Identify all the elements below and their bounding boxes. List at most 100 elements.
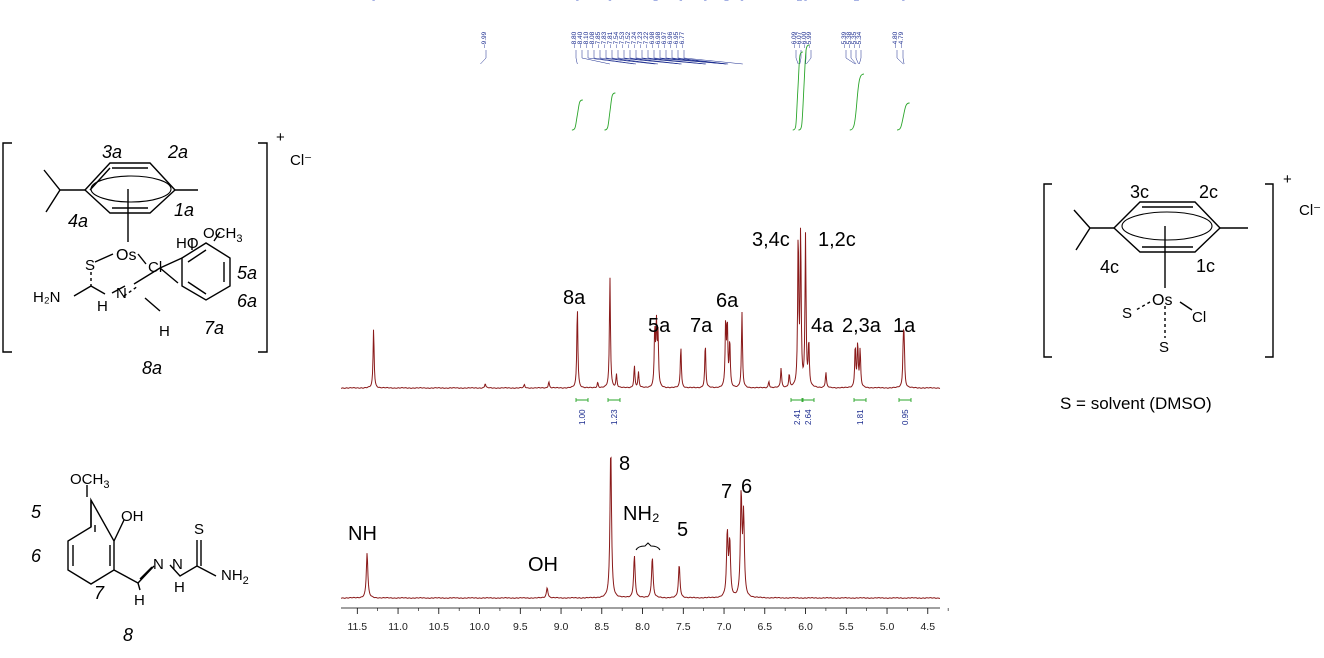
label-2-3a: 2,3a (842, 315, 882, 337)
x-tick-label: 11.5 (347, 621, 367, 633)
ring-label-5a: 5a (237, 263, 257, 283)
label-1-2c: 1,2c (818, 229, 856, 251)
integration-curve (849, 73, 865, 131)
peak-list-connector (850, 50, 857, 65)
ligand-n2: N (172, 556, 183, 573)
ligand-n1: N (153, 556, 164, 573)
peak-list-labels: –9.99 –8.80 –8.40 –8.10 –8.08 –7.85 –7.83 –7.81… (481, 31, 905, 48)
integral-value: 1.81 (856, 409, 865, 425)
peak-list-connector (659, 50, 726, 65)
peak-list-label: –7.23 (637, 31, 644, 48)
peak-list-label: –8.08 (589, 31, 596, 48)
integral-bracket (575, 398, 589, 402)
peak-list-connector (593, 50, 637, 65)
peak-list-label: –5.34 (856, 31, 863, 48)
x-tick-label: 6.0 (798, 621, 813, 633)
peak-list-label: –6.07 (796, 31, 803, 48)
ligand-nh2: NH2 (221, 567, 249, 587)
peak-list-label: –7.22 (643, 31, 650, 48)
ligand-structure-text: OCH3 OH 5 6 7 8 N N H H S NH2 (31, 471, 249, 645)
peak-list-label: –9.99 (481, 31, 488, 48)
ligand-ring-5: 5 (31, 502, 42, 522)
ligand-h-imine: H (134, 592, 145, 609)
ch-h: H (159, 323, 170, 340)
x-tick-label: 8.5 (594, 621, 609, 633)
ring-label-8a: 8a (142, 358, 162, 378)
peak-list-label: –7.83 (601, 31, 608, 48)
ligand-ring-8: 8 (123, 625, 133, 645)
peak-list-label: –7.81 (607, 31, 614, 48)
nh2-brace (635, 542, 661, 551)
ligand-structure (67, 485, 217, 591)
peak-list-label: –5.35 (851, 31, 858, 48)
ring-label-3a: 3a (102, 142, 122, 162)
label-7a: 7a (690, 315, 713, 337)
ligand-ring-7: 7 (94, 583, 105, 603)
peak-list-connector (581, 50, 610, 65)
integral-values: 1.00 1.23 2.41 2.64 1.81 0.95 (575, 398, 912, 425)
ligand-peak-labels: NH OH NH₂ 8 5 7 6 (348, 453, 752, 576)
ring-label-3c: 3c (1130, 182, 1149, 202)
peak-list-connector (795, 50, 799, 65)
label-8a: 8a (563, 287, 586, 309)
peak-list-connector (480, 50, 487, 65)
integration-curve (798, 44, 810, 131)
peak-list-connector (635, 50, 705, 65)
integral-value: 1.00 (578, 409, 587, 425)
x-tick-label: 10.5 (429, 621, 450, 633)
peak-list-label: –4.79 (898, 31, 905, 48)
peak-list-connector (587, 50, 635, 65)
os-atom: Os (116, 247, 136, 264)
integration-curve (897, 102, 910, 131)
integration-curve (604, 92, 616, 131)
ring-label-1c: 1c (1196, 256, 1215, 276)
ring-label-2c: 2c (1199, 182, 1218, 202)
complex-structure-right (1043, 183, 1274, 358)
integral-bracket (607, 398, 621, 402)
nh-h: H (97, 298, 108, 315)
peak-list-label: –8.10 (583, 31, 590, 48)
integration-curve (571, 99, 583, 131)
x-tick-label: 11.0 (388, 621, 408, 633)
integral-value: 2.41 (793, 409, 802, 425)
peak-list-label: –5.39 (841, 31, 848, 48)
peak-list-connector (896, 50, 904, 65)
ligand-oh: OH (121, 508, 144, 525)
x-tick-label: 10.0 (469, 621, 490, 633)
peak-list-connector (629, 50, 682, 65)
peak-list-label: –6.98 (655, 31, 662, 48)
label-4a: 4a (811, 315, 834, 337)
x-tick-label: 4.5 (920, 621, 935, 633)
label-nh: NH (348, 523, 377, 545)
chloride-counterion: Cl⁻ (290, 152, 312, 169)
peak-list-connector (617, 50, 681, 65)
charge-plus-right: + (1283, 171, 1292, 188)
och3-group: OCH3 (203, 225, 242, 245)
peak-list-connector (611, 50, 659, 65)
spectrum-complex (340, 227, 941, 389)
x-tick-label: 7.5 (676, 621, 691, 633)
x-tick-label: 6.5 (757, 621, 772, 633)
peak-list-connector (859, 50, 862, 65)
peak-list-label: –5.38 (846, 31, 853, 48)
peak-list-connector (683, 50, 743, 65)
chloride-counterion-right: Cl⁻ (1299, 202, 1321, 219)
h2n-group: H₂N (33, 289, 61, 306)
label-oh: OH (528, 554, 558, 576)
peak-list-label: –6.95 (673, 31, 680, 48)
ring-label-2a: 2a (167, 142, 188, 162)
x-tick-label: 7.0 (717, 621, 732, 633)
complex-structure-right-text: 3c 2c 4c 1c Os Cl S S + Cl⁻ S = solvent … (1060, 171, 1321, 413)
peak-list-label: –6.09 (791, 31, 798, 48)
integral-value: 0.95 (901, 409, 910, 425)
integration-curves (571, 44, 910, 131)
s-atom-right-2: S (1159, 339, 1169, 356)
s-atom-right-1: S (1122, 305, 1132, 322)
peak-list-connector (599, 50, 655, 65)
peak-list-connector (575, 50, 578, 65)
integral-bracket (898, 398, 912, 402)
cl-atom: Cl (148, 259, 162, 276)
peak-list-label: –6.98 (649, 31, 656, 48)
label-1a: 1a (893, 315, 916, 337)
x-tick-label: 9.0 (554, 621, 569, 633)
